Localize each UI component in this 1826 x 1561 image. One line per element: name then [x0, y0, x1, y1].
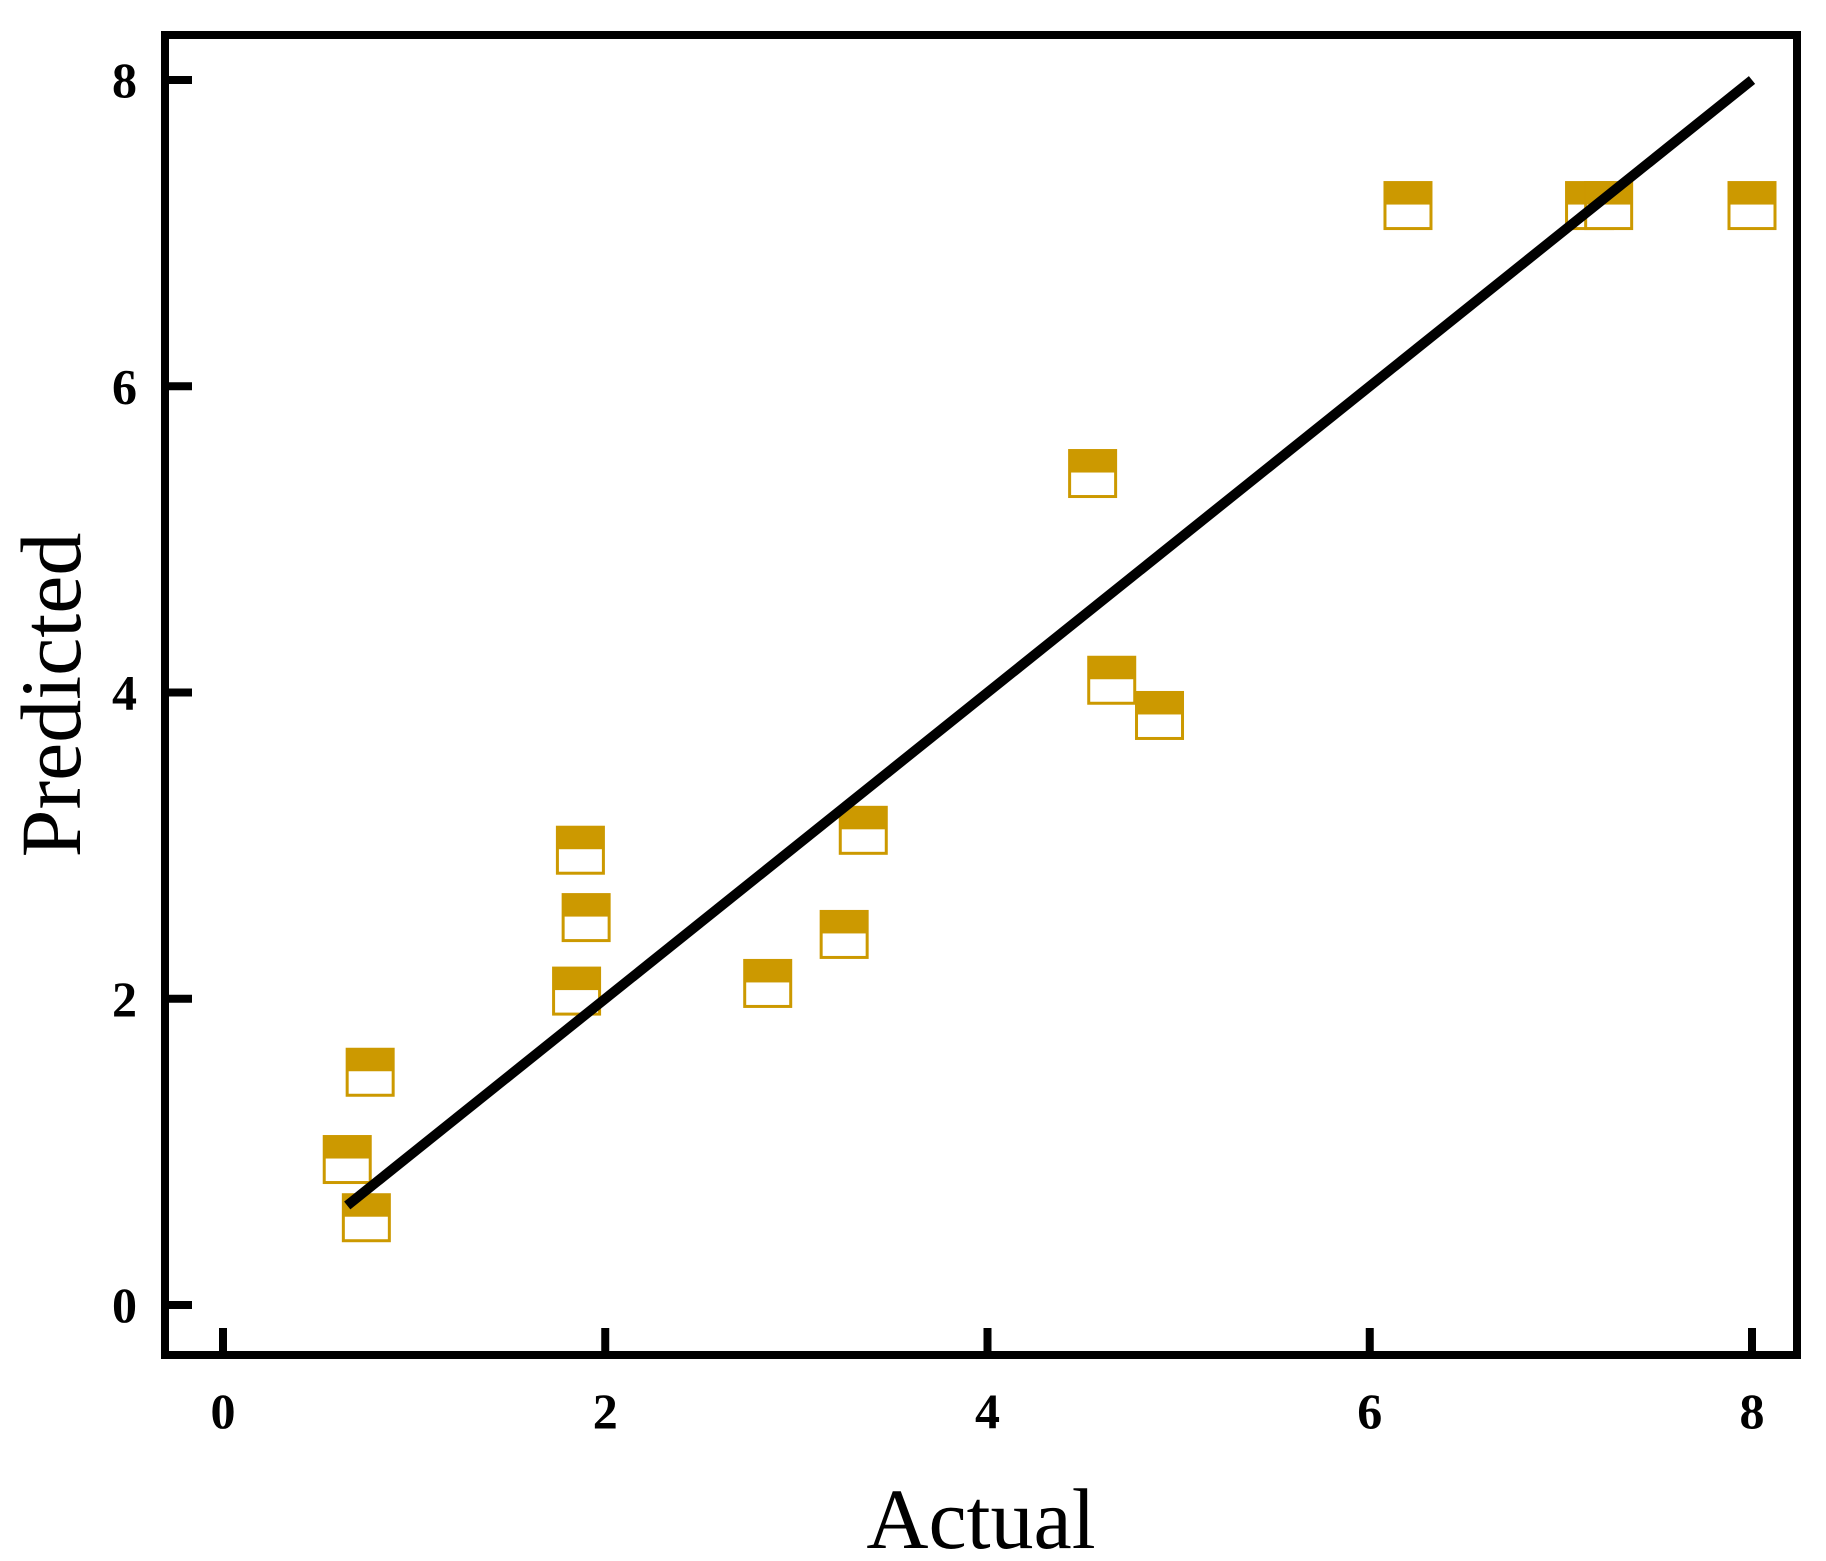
x-axis-title: Actual	[866, 1471, 1095, 1561]
marker-fill	[840, 807, 887, 830]
data-point-marker	[1727, 181, 1777, 231]
data-point-marker	[322, 1135, 372, 1185]
data-point-marker	[743, 958, 793, 1008]
marker-fill	[563, 894, 610, 917]
fit-line-layer	[344, 76, 1756, 1210]
data-point-marker	[561, 893, 611, 943]
y-tick-label: 8	[112, 52, 137, 108]
x-tick-label: 8	[1740, 1383, 1765, 1439]
x-axis-tick-labels: 0 2 4 6 8	[211, 1383, 1765, 1439]
marker-fill	[1136, 692, 1183, 715]
data-point-marker	[1135, 690, 1185, 740]
marker-fill	[1729, 182, 1775, 205]
data-point-marker	[1087, 655, 1137, 705]
x-tick-label: 0	[211, 1383, 236, 1439]
marker-fill	[557, 827, 604, 850]
marker-fill	[347, 1049, 394, 1072]
data-points	[322, 181, 1777, 1243]
data-point-marker	[819, 909, 869, 959]
data-point-marker	[345, 1047, 395, 1097]
data-point-marker	[838, 805, 888, 855]
y-axis-tick-labels: 0 2 4 6 8	[112, 52, 137, 1333]
y-axis-ticks	[165, 76, 192, 1309]
marker-fill	[1384, 182, 1431, 205]
x-tick-label: 6	[1357, 1383, 1382, 1439]
fit-line	[344, 76, 1756, 1210]
x-axis-ticks	[219, 1328, 1756, 1355]
y-tick-label: 4	[112, 665, 137, 721]
marker-fill	[744, 960, 791, 983]
x-tick-label: 2	[593, 1383, 618, 1439]
marker-fill	[1088, 657, 1135, 680]
marker-fill	[821, 911, 868, 934]
marker-fill	[324, 1136, 371, 1159]
data-point-marker	[1383, 181, 1433, 231]
y-tick-label: 0	[112, 1277, 137, 1333]
data-point-marker	[555, 825, 605, 875]
data-point-marker	[1068, 449, 1118, 499]
marker-fill	[1069, 450, 1116, 473]
x-tick-label: 4	[975, 1383, 1000, 1439]
y-tick-label: 6	[112, 358, 137, 414]
y-tick-label: 2	[112, 971, 137, 1027]
marker-fill	[553, 968, 600, 991]
y-axis-title: Predicted	[3, 533, 99, 858]
